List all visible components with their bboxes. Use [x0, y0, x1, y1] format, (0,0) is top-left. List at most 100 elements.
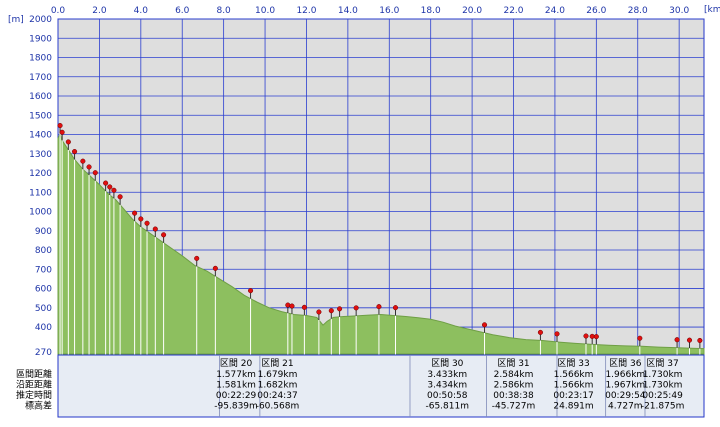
stats-section-label: 区間 30 [431, 358, 464, 369]
waypoint-markers [57, 123, 703, 360]
y-tick-label: 2000 [29, 15, 52, 25]
waypoint-marker [328, 308, 334, 314]
waypoint-marker [138, 216, 144, 222]
stats-value: 1.966km [605, 370, 645, 380]
x-tick-label: 20.0 [462, 6, 482, 16]
x-tick-label: 0.0 [51, 6, 66, 16]
stats-value: 1.682km [258, 381, 298, 391]
waypoint-marker [161, 232, 167, 238]
x-tick-label: 18.0 [421, 6, 441, 16]
y-tick-label: 1500 [29, 111, 52, 121]
x-unit-label: [km] [704, 5, 720, 15]
x-tick-label: 6.0 [175, 6, 190, 16]
stats-value: -45.727m [492, 402, 536, 412]
stats-value: 00:23:17 [553, 391, 593, 401]
x-tick-label: 10.0 [255, 6, 275, 16]
stats-value: 3.433km [427, 370, 467, 380]
stats-value: 1.967km [605, 381, 645, 391]
stats-row-label: 推定時間 [16, 389, 52, 401]
stats-value: -65.811m [425, 402, 469, 412]
waypoint-marker [697, 337, 703, 344]
x-tick-label: 22.0 [503, 6, 523, 16]
stats-table [57, 354, 705, 418]
y-tick-label: 400 [35, 323, 52, 333]
stats-value: 00:22:29 [216, 391, 257, 401]
stats-value: 2.584km [494, 370, 534, 380]
waypoint-marker [59, 129, 65, 135]
elevation-profile-area [57, 132, 705, 355]
stats-section-label: 区間 20 [220, 358, 253, 369]
y-tick-label: 800 [35, 246, 52, 256]
stats-value: 3.434km [427, 381, 467, 391]
y-tick-label: 1300 [29, 150, 52, 160]
stats-section-label: 区間 31 [497, 358, 529, 369]
waypoint-marker [289, 303, 295, 309]
waypoint-marker [80, 158, 86, 164]
waypoint-marker [285, 302, 291, 308]
stats-value: 1.730km [643, 370, 683, 380]
waypoint-marker [72, 148, 78, 155]
stats-value: -95.839m [214, 402, 258, 412]
y-tick-label: 1900 [29, 34, 52, 44]
x-axis: 0.0 2.0 4.0 6.0 8.0 10.0 12.0 14.0 16.0 18.0 20.0 2… [51, 6, 690, 16]
stats-value: -21.875m [641, 402, 685, 412]
waypoint-marker [65, 139, 71, 145]
x-tick-label: 16.0 [379, 6, 399, 16]
waypoint-marker [637, 335, 643, 341]
waypoint-marker [152, 226, 158, 232]
waypoint-marker [537, 329, 543, 335]
stats-row-label: 沿距距離 [16, 379, 52, 391]
y-tick-label: 1000 [29, 208, 52, 218]
x-tick-label: 8.0 [216, 6, 231, 16]
waypoint-marker [132, 210, 138, 216]
y-tick-label: 270 [35, 348, 52, 358]
waypoint-marker [212, 265, 218, 271]
x-tick-label: 12.0 [296, 6, 316, 16]
waypoint-marker [481, 322, 488, 328]
y-tick-label: 1100 [29, 188, 52, 198]
stats-value: 1.581km [216, 381, 256, 391]
waypoint-marker [111, 187, 117, 193]
waypoint-marker [117, 194, 123, 200]
stats-value: 4.727m [608, 402, 643, 412]
waypoint-marker [554, 331, 560, 337]
x-tick-label: 4.0 [134, 6, 149, 16]
y-tick-label: 1600 [29, 92, 52, 102]
x-tick-label: 14.0 [338, 6, 358, 16]
waypoint-marker [103, 180, 109, 186]
waypoint-marker [92, 170, 98, 176]
stats-value: -60.568m [256, 402, 300, 412]
y-axis: 2000 1900 1800 1700 1600 1500 1400 1300 1200 1100… [29, 15, 52, 358]
stats-section-label: 区間 37 [646, 358, 678, 369]
stats-row-label: 區間距離 [16, 368, 52, 380]
x-tick-label: 28.0 [628, 6, 648, 16]
y-tick-label: 1700 [29, 73, 52, 83]
stats-value: 00:25:49 [642, 391, 683, 401]
y-tick-label: 1800 [29, 54, 52, 64]
y-tick-label: 500 [35, 304, 52, 314]
stats-value: 2.586km [494, 381, 534, 391]
stats-value: 24.891m [553, 402, 593, 412]
y-tick-label: 700 [35, 265, 52, 275]
waypoint-marker [353, 305, 359, 311]
waypoint-marker [301, 304, 307, 310]
waypoint-marker [57, 123, 63, 129]
stats-value: 00:24:37 [257, 391, 297, 401]
y-tick-label: 900 [35, 227, 52, 237]
waypoint-marker [686, 337, 693, 343]
y-tick-label: 1200 [29, 169, 52, 179]
waypoint-marker [337, 306, 343, 312]
x-tick-label: 26.0 [586, 6, 606, 16]
waypoint-marker [392, 305, 399, 311]
stats-value: 1.566km [554, 370, 594, 380]
stats-value: 00:50:58 [427, 391, 468, 401]
x-tick-label: 30.0 [669, 6, 689, 16]
stats-value: 00:38:38 [493, 391, 534, 401]
waypoint-marker [674, 337, 680, 343]
stats-value: 1.577km [216, 370, 256, 380]
stats-row-label: 標高差 [25, 400, 52, 412]
waypoint-marker [593, 334, 599, 340]
